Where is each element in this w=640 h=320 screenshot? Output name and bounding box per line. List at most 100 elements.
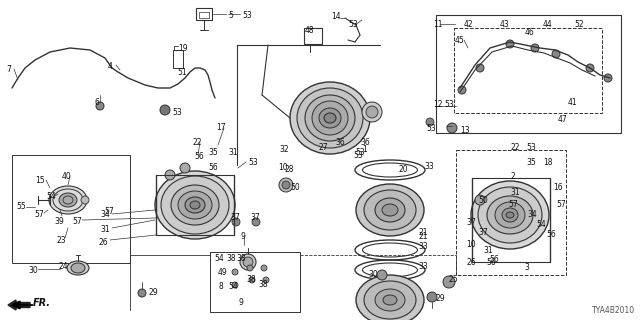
Text: 24: 24: [58, 262, 68, 271]
Ellipse shape: [171, 185, 219, 225]
Bar: [436, 15, 621, 133]
Circle shape: [160, 105, 170, 115]
Ellipse shape: [382, 204, 398, 216]
Text: 54: 54: [214, 254, 224, 263]
Text: 9: 9: [240, 232, 245, 241]
Text: 13: 13: [460, 126, 470, 135]
Ellipse shape: [364, 281, 416, 319]
Circle shape: [263, 277, 269, 283]
Text: 42: 42: [464, 20, 474, 29]
Text: 51: 51: [177, 68, 187, 77]
Text: 21: 21: [418, 228, 428, 237]
Circle shape: [586, 64, 594, 72]
Text: 26: 26: [98, 238, 108, 247]
Circle shape: [506, 40, 514, 48]
Text: 31: 31: [483, 246, 493, 255]
Text: 48: 48: [305, 26, 315, 35]
Text: 34: 34: [100, 210, 109, 219]
Text: 53: 53: [355, 148, 365, 157]
Ellipse shape: [305, 95, 355, 141]
Circle shape: [247, 265, 253, 271]
Circle shape: [138, 289, 146, 297]
Text: 27: 27: [318, 143, 328, 152]
Text: 55: 55: [16, 202, 26, 211]
Text: 54: 54: [228, 282, 237, 291]
Text: 53: 53: [426, 124, 436, 133]
Ellipse shape: [319, 108, 341, 128]
Text: 36: 36: [335, 138, 345, 147]
Text: 36: 36: [360, 138, 370, 147]
Text: 56: 56: [208, 163, 218, 172]
Text: 57: 57: [508, 200, 518, 209]
Text: 31: 31: [228, 148, 237, 157]
Text: 7: 7: [6, 65, 11, 74]
Text: 56: 56: [486, 258, 496, 267]
Text: 16: 16: [553, 183, 563, 192]
Text: 41: 41: [568, 98, 578, 107]
Ellipse shape: [185, 197, 205, 213]
Ellipse shape: [190, 201, 200, 209]
Text: 17: 17: [216, 123, 226, 132]
Circle shape: [531, 44, 539, 52]
Text: 53: 53: [526, 143, 536, 152]
Text: 53: 53: [248, 158, 258, 167]
Text: 34: 34: [527, 210, 537, 219]
Circle shape: [552, 50, 560, 58]
Bar: [199, 12, 209, 18]
Text: 40: 40: [62, 172, 72, 181]
Text: 11: 11: [433, 20, 442, 29]
Circle shape: [475, 195, 485, 205]
Text: 43: 43: [500, 20, 509, 29]
Text: 53: 53: [348, 20, 358, 29]
Bar: [210, 252, 300, 312]
Circle shape: [243, 257, 253, 267]
Ellipse shape: [297, 88, 363, 148]
Text: 30: 30: [368, 270, 378, 279]
Bar: [456, 150, 566, 275]
Bar: [454, 28, 602, 113]
Text: 37: 37: [466, 218, 476, 227]
Text: 33: 33: [424, 162, 434, 171]
Text: 39: 39: [54, 217, 64, 226]
Ellipse shape: [356, 275, 424, 320]
FancyArrow shape: [8, 300, 30, 310]
Text: 37: 37: [478, 228, 488, 237]
Text: 38: 38: [246, 275, 255, 284]
Bar: [304, 28, 322, 44]
Circle shape: [232, 269, 238, 275]
Text: 22: 22: [192, 138, 202, 147]
Text: 46: 46: [525, 28, 535, 37]
Bar: [173, 50, 183, 68]
Text: 18: 18: [543, 158, 552, 167]
Text: 30: 30: [28, 266, 38, 275]
Circle shape: [249, 277, 255, 283]
Text: 35: 35: [526, 158, 536, 167]
Text: 54: 54: [46, 192, 56, 201]
Text: 54: 54: [536, 220, 546, 229]
Circle shape: [443, 276, 455, 288]
Text: 9: 9: [238, 298, 243, 307]
Text: 10: 10: [278, 163, 287, 172]
Text: 33: 33: [418, 262, 428, 271]
Circle shape: [96, 102, 104, 110]
Bar: [196, 8, 212, 20]
Text: 15: 15: [35, 176, 45, 185]
Text: 56: 56: [194, 152, 204, 161]
Text: 20: 20: [398, 165, 408, 174]
Text: FR.: FR.: [33, 298, 51, 308]
Ellipse shape: [324, 113, 336, 123]
Ellipse shape: [178, 191, 212, 219]
Ellipse shape: [375, 289, 405, 311]
Circle shape: [426, 118, 434, 126]
Text: 5: 5: [228, 11, 233, 20]
Text: 31: 31: [100, 225, 109, 234]
Circle shape: [447, 123, 457, 133]
Text: 12: 12: [433, 100, 442, 109]
Ellipse shape: [502, 208, 518, 222]
Text: 3: 3: [524, 263, 529, 272]
Ellipse shape: [81, 196, 89, 204]
Text: 56: 56: [489, 255, 499, 264]
Ellipse shape: [67, 261, 89, 275]
Circle shape: [476, 64, 484, 72]
Text: 31: 31: [510, 188, 520, 197]
